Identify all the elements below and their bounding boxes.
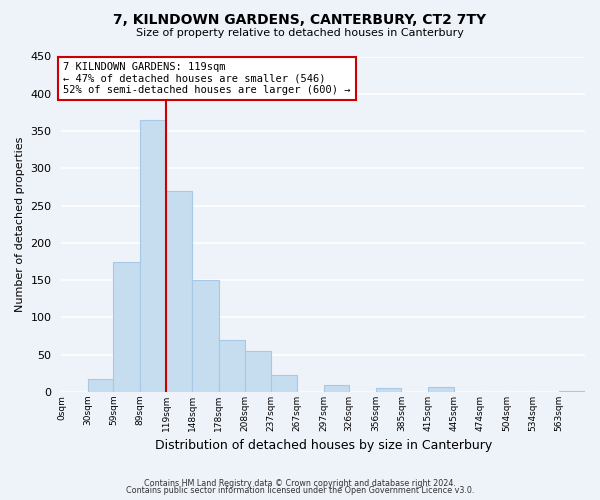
Bar — [166, 190, 192, 392]
Y-axis label: Number of detached properties: Number of detached properties — [15, 136, 25, 312]
Text: 7 KILNDOWN GARDENS: 119sqm
← 47% of detached houses are smaller (546)
52% of sem: 7 KILNDOWN GARDENS: 119sqm ← 47% of deta… — [63, 62, 350, 95]
Bar — [245, 351, 271, 392]
Bar — [376, 388, 401, 392]
Bar — [428, 387, 454, 392]
Bar — [192, 280, 218, 392]
Bar — [140, 120, 166, 392]
Text: 7, KILNDOWN GARDENS, CANTERBURY, CT2 7TY: 7, KILNDOWN GARDENS, CANTERBURY, CT2 7TY — [113, 12, 487, 26]
Text: Size of property relative to detached houses in Canterbury: Size of property relative to detached ho… — [136, 28, 464, 38]
Bar — [113, 262, 140, 392]
X-axis label: Distribution of detached houses by size in Canterbury: Distribution of detached houses by size … — [155, 440, 492, 452]
Bar — [88, 378, 113, 392]
Bar — [323, 386, 349, 392]
Text: Contains HM Land Registry data © Crown copyright and database right 2024.: Contains HM Land Registry data © Crown c… — [144, 478, 456, 488]
Bar — [271, 375, 297, 392]
Text: Contains public sector information licensed under the Open Government Licence v3: Contains public sector information licen… — [126, 486, 474, 495]
Bar — [218, 340, 245, 392]
